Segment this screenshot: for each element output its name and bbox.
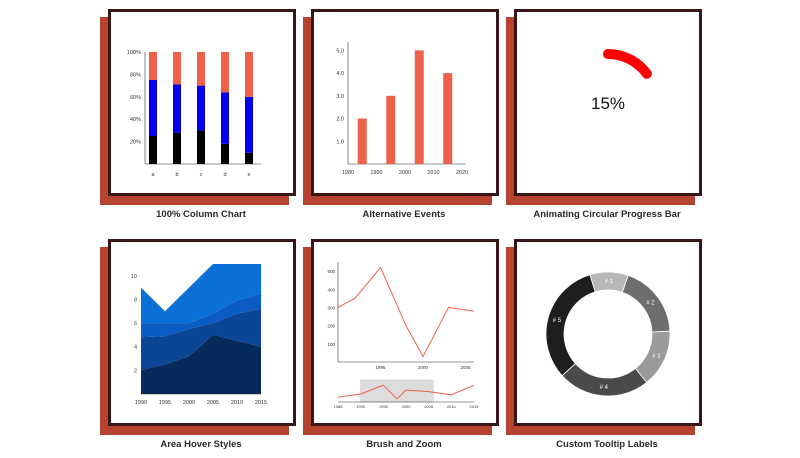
context-x-tick-label: 2000	[402, 404, 412, 409]
focus-line	[337, 266, 475, 358]
card-caption[interactable]: 100% Column Chart	[156, 209, 246, 220]
card-caption[interactable]: Area Hover Styles	[160, 439, 242, 450]
x-tick-label: 2015	[255, 400, 267, 406]
area-series	[141, 334, 261, 394]
stacked-bar-segment	[149, 136, 157, 164]
x-tick-label: b	[175, 172, 178, 178]
column-chart: 100% 80% 60% 40% 20% a b c d e	[127, 50, 261, 178]
y-tick-label: 4.0	[336, 71, 344, 77]
slice-label: # 4	[600, 385, 609, 391]
focus-x-tick-label: 2000	[418, 365, 429, 370]
slice-label: # 2	[646, 300, 655, 306]
stacked-bar-segment	[197, 52, 205, 86]
card-caption[interactable]: Custom Tooltip Labels	[556, 439, 658, 450]
focus-y-tick-label: 400	[327, 287, 335, 292]
focus-y-tick-label: 300	[327, 305, 335, 310]
focus-x-tick-label: 2005	[460, 365, 471, 370]
card-frame: # 1 # 2 # 3 # 4 # 5	[514, 239, 702, 426]
area-chart: 10 8 6 4 2 1990 1995 2000 2005 2010 2015	[131, 264, 267, 406]
area-series	[141, 293, 261, 338]
card-frame: 500 400 300 200 100 1995 2000 2005 1985 1990 1995 2…	[311, 239, 499, 426]
x-tick-label: e	[247, 172, 250, 178]
progress-label: 15%	[591, 94, 625, 113]
context-x-tick-label: 1990	[356, 404, 366, 409]
focus-y-tick-label: 100	[327, 342, 335, 347]
area-series	[141, 264, 261, 324]
y-tick-label: 3.0	[336, 94, 344, 100]
context-x-tick-label: 1995	[379, 404, 389, 409]
x-tick-label: 2000	[399, 170, 411, 176]
card-caption[interactable]: Brush and Zoom	[366, 439, 442, 450]
card-frame: 5.0 4.0 3.0 2.0 1.0 1980 1990 2000 2010 2020	[311, 9, 499, 196]
bar	[414, 50, 424, 165]
stacked-bar-segment	[149, 80, 157, 136]
context-x-tick-label: 2015	[470, 404, 480, 409]
x-tick-label: 1995	[159, 400, 171, 406]
x-tick-label: 2010	[427, 170, 439, 176]
x-tick-label: 2020	[456, 170, 468, 176]
x-tick-label: d	[223, 172, 226, 178]
y-tick-label: 100%	[127, 50, 141, 56]
stacked-bar-segment	[197, 85, 205, 131]
x-tick-label: 1990	[135, 400, 147, 406]
stacked-bar-segment	[245, 152, 253, 164]
x-tick-label: 1980	[342, 170, 354, 176]
stacked-bar-segment	[197, 130, 205, 164]
slice-label: # 1	[605, 279, 614, 285]
y-tick-label: 5.0	[336, 48, 344, 54]
x-tick-label: 2000	[183, 400, 195, 406]
card-caption[interactable]: Alternative Events	[362, 209, 446, 220]
donut-chart: # 1 # 2 # 3 # 4 # 5	[545, 271, 671, 397]
bar-chart: 5.0 4.0 3.0 2.0 1.0 1980 1990 2000 2010 2020	[336, 42, 468, 176]
card-frame: 100% 80% 60% 40% 20% a b c d e	[108, 9, 296, 196]
y-tick-label: 1.0	[336, 139, 344, 145]
context-x-tick-label: 2010	[447, 404, 457, 409]
bar	[443, 73, 453, 164]
stacked-bar-segment	[149, 52, 157, 80]
card-frame: 10 8 6 4 2 1990 1995 2000 2005 2010 2015	[108, 239, 296, 426]
y-tick-label: 80%	[130, 72, 141, 78]
context-x-tick-label: 2005	[424, 404, 434, 409]
area-series	[141, 308, 261, 371]
y-tick-label: 6	[134, 321, 137, 327]
donut-slice	[561, 362, 648, 397]
bar	[386, 95, 396, 164]
x-tick-label: 2010	[231, 400, 243, 406]
stacked-bar-segment	[173, 52, 181, 85]
line-chart: 500 400 300 200 100 1995 2000 2005 1985 1990 1995 2…	[327, 262, 480, 409]
progress-arc	[603, 49, 652, 79]
x-tick-label: 1990	[370, 170, 382, 176]
focus-y-tick-label: 500	[327, 269, 335, 274]
card-caption[interactable]: Animating Circular Progress Bar	[533, 209, 681, 220]
y-tick-label: 2.0	[336, 117, 344, 123]
y-tick-label: 40%	[130, 117, 141, 123]
donut-slice	[545, 274, 596, 377]
context-line	[337, 384, 475, 400]
stacked-bar-segment	[173, 132, 181, 164]
bar	[357, 118, 367, 164]
stacked-bar-segment	[221, 92, 229, 144]
stacked-bar-segment	[173, 84, 181, 133]
progress-chart: 15%	[591, 49, 652, 113]
focus-x-tick-label: 1995	[375, 365, 386, 370]
focus-y-tick-label: 200	[327, 324, 335, 329]
y-tick-label: 2	[134, 368, 137, 374]
context-x-tick-label: 1985	[334, 404, 344, 409]
slice-label: # 3	[652, 354, 661, 360]
stacked-bar-segment	[245, 96, 253, 153]
x-tick-label: a	[151, 172, 155, 178]
y-tick-label: 10	[131, 274, 137, 280]
x-tick-label: c	[200, 172, 203, 178]
y-tick-label: 20%	[130, 140, 141, 146]
slice-label: # 5	[553, 318, 562, 324]
stacked-bar-segment	[221, 52, 229, 93]
stacked-bar-segment	[245, 52, 253, 97]
card-frame: 15%	[514, 9, 702, 196]
y-tick-label: 8	[134, 297, 137, 303]
y-tick-label: 4	[134, 345, 137, 351]
y-tick-label: 60%	[130, 95, 141, 101]
stacked-bar-segment	[221, 143, 229, 164]
x-tick-label: 2005	[207, 400, 219, 406]
